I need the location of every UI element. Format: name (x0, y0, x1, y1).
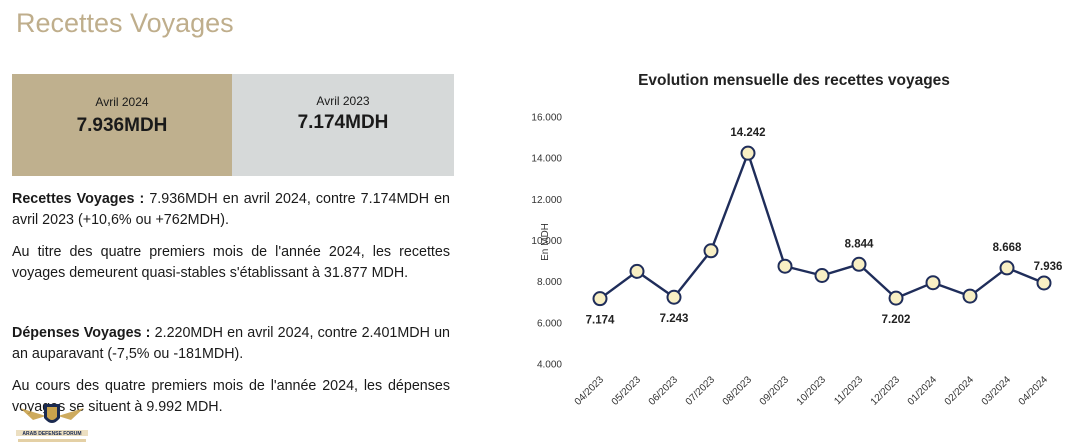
previous-year-card: Avril 2023 7.174MDH (232, 74, 454, 176)
data-point (740, 145, 756, 161)
current-month-card: Avril 2024 7.936MDH (12, 74, 232, 176)
y-tick-label: 16.000 (531, 113, 562, 124)
data-point (888, 290, 904, 306)
receipts-text: 7.936MDH en avril 2024, contre 7.174MDH … (12, 191, 450, 228)
expenses-label: Dépenses Voyages : (12, 325, 151, 341)
data-point (814, 267, 830, 283)
receipts-ytd-paragraph: Au titre des quatre premiers mois de l'a… (12, 244, 450, 281)
chart-title: Evolution mensuelle des recettes voyages (638, 72, 950, 89)
data-label: 7.936 (1034, 261, 1063, 273)
x-tick-label: 01/2024 (906, 374, 940, 408)
receipts-label: Recettes Voyages : (12, 191, 145, 207)
x-tick-label: 10/2023 (795, 374, 829, 408)
x-tick-label: 02/2024 (943, 374, 977, 408)
data-label: 7.243 (660, 313, 689, 325)
expenses-text: 2.220MDH en avril 2024, contre 2.401MDH … (12, 325, 451, 362)
card-value: 7.174MDH (297, 112, 389, 133)
data-point (629, 263, 645, 279)
data-point (703, 243, 719, 259)
x-tick-label: 07/2023 (684, 374, 718, 408)
y-tick-label: 12.000 (531, 195, 562, 206)
data-label: 8.668 (993, 242, 1022, 254)
y-tick-label: 10.000 (531, 236, 562, 247)
x-tick-label: 09/2023 (758, 374, 792, 408)
watermark-logo: ARAB DEFENSE FORUM (16, 404, 88, 442)
data-point (777, 258, 793, 274)
card-period: Avril 2023 (316, 94, 370, 108)
data-label: 8.844 (845, 238, 874, 250)
card-period: Avril 2024 (95, 95, 149, 109)
page-title: Recettes Voyages (16, 8, 234, 38)
data-label: 7.174 (586, 315, 615, 327)
x-tick-label: 04/2023 (573, 374, 607, 408)
y-axis-label: En MDH (540, 223, 551, 261)
data-point (851, 256, 867, 272)
y-tick-label: 14.000 (531, 154, 562, 165)
expenses-paragraph: Dépenses Voyages : 2.220MDH en avril 202… (12, 323, 450, 364)
x-tick-label: 08/2023 (721, 374, 755, 408)
x-tick-label: 11/2023 (832, 374, 865, 407)
data-point (925, 275, 941, 291)
data-label: 7.202 (882, 314, 911, 326)
x-tick-label: 05/2023 (610, 374, 644, 408)
receipts-paragraph: Recettes Voyages : 7.936MDH en avril 202… (12, 189, 450, 230)
expenses-ytd-paragraph: Au cours des quatre premiers mois de l'a… (12, 378, 450, 415)
x-tick-label: 06/2023 (647, 374, 681, 408)
card-value: 7.936MDH (76, 115, 168, 136)
data-label: 14.242 (730, 127, 765, 139)
y-tick-label: 6.000 (537, 318, 562, 329)
x-tick-label: 03/2024 (980, 374, 1014, 408)
data-point (1036, 275, 1052, 291)
y-tick-label: 4.000 (537, 360, 562, 371)
line-chart: Evolution mensuelle des recettes voyages… (531, 72, 1063, 408)
svg-text:ARAB DEFENSE FORUM: ARAB DEFENSE FORUM (22, 431, 81, 437)
data-point (666, 289, 682, 305)
x-tick-label: 04/2024 (1017, 374, 1051, 408)
y-tick-label: 8.000 (537, 277, 562, 288)
data-point (592, 291, 608, 307)
data-point (999, 260, 1015, 276)
x-tick-label: 12/2023 (869, 374, 903, 408)
data-point (962, 288, 978, 304)
